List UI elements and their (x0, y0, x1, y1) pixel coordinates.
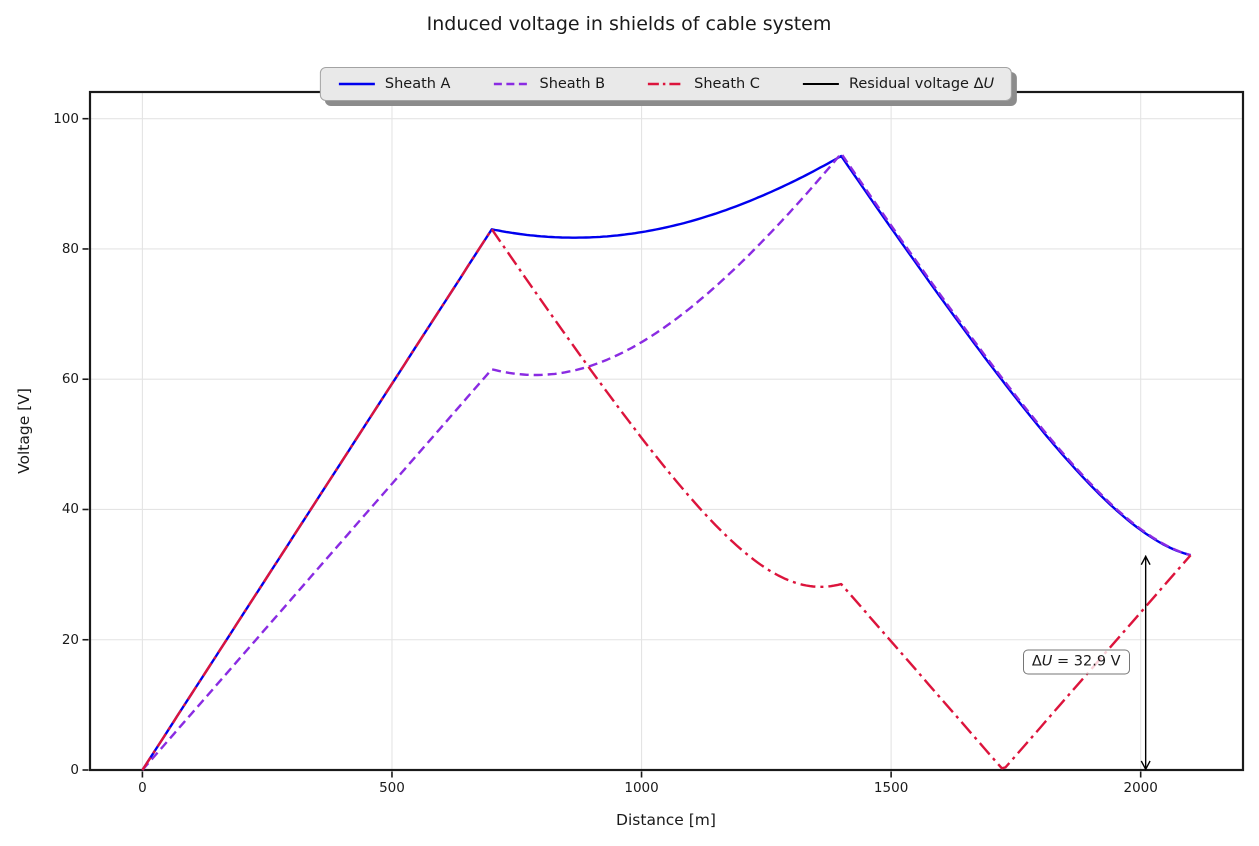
y-tick-label: 20 (61, 631, 79, 648)
y-tick-label: 80 (61, 240, 79, 257)
plot-area (82, 90, 1245, 778)
legend-item-sheath-c: Sheath C (647, 76, 760, 92)
legend-label-residual-voltage: Residual voltage ΔU (848, 76, 995, 92)
arrow-head-down-icon (1140, 760, 1151, 771)
legend-label-sheath-b: Sheath B (539, 76, 606, 92)
legend-item-sheath-b: Sheath B (492, 76, 605, 92)
sheath-b-line-icon (493, 82, 530, 86)
x-tick-label: 2000 (1123, 780, 1158, 796)
sheath-a-line-icon (338, 82, 375, 86)
y-tick-label: 40 (61, 501, 79, 518)
x-axis-label: Distance [m] (616, 811, 716, 829)
residual-voltage-line-icon (802, 83, 839, 85)
y-tick-label: 0 (70, 762, 79, 778)
arrow-head-up-icon (1140, 554, 1151, 566)
legend-box: Sheath A Sheath B Sheath C Residual volt… (319, 67, 1013, 101)
x-tick-label: 0 (138, 780, 147, 796)
chart-title: Induced voltage in shields of cable syst… (426, 13, 832, 35)
y-axis-label: Voltage [V] (15, 388, 33, 474)
legend-item-residual-voltage: Residual voltage ΔU (802, 76, 994, 92)
y-tick-label: 60 (61, 371, 79, 388)
sheath-a-curve (141, 154, 1191, 771)
residual-voltage-annotation: ΔU = 32.9 V (1022, 649, 1130, 675)
legend-label-sheath-c: Sheath C (694, 76, 760, 92)
sheath-b-curve (141, 152, 1191, 771)
sheath-c-curve (141, 227, 1192, 771)
sheath-c-line-icon (648, 82, 685, 86)
legend-label-sheath-a: Sheath A (384, 76, 451, 92)
x-tick-label: 1000 (624, 780, 659, 796)
legend-item-sheath-a: Sheath A (338, 76, 451, 92)
x-tick-label: 500 (379, 780, 405, 796)
x-tick-label: 1500 (873, 780, 909, 796)
y-tick-label: 100 (53, 110, 79, 127)
